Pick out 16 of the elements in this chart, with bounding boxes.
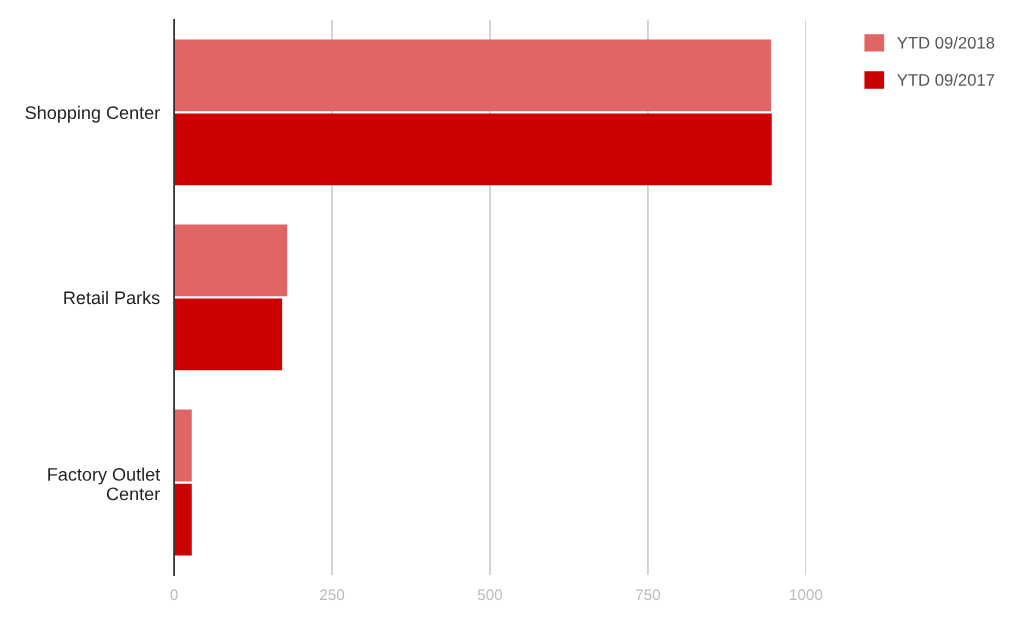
legend-label: YTD 09/2018	[897, 36, 995, 49]
x-tick-label: 0	[170, 589, 178, 601]
bar	[174, 39, 772, 112]
x-tick-label: 500	[477, 589, 503, 601]
y-tick-label: Shopping Center	[25, 105, 160, 123]
y-tick-label: Factory Outlet Center	[48, 467, 161, 501]
bar	[174, 224, 288, 297]
y-tick-label: Retail Parks	[64, 290, 160, 305]
x-tick-label: 250	[320, 589, 345, 601]
bar	[174, 298, 283, 371]
x-tick-label: 1000	[790, 589, 823, 601]
legend-label: YTD 09/2017	[897, 73, 995, 86]
bar	[174, 409, 192, 482]
bar	[174, 483, 192, 556]
bar	[174, 113, 772, 186]
x-tick-label: 750	[635, 589, 661, 601]
